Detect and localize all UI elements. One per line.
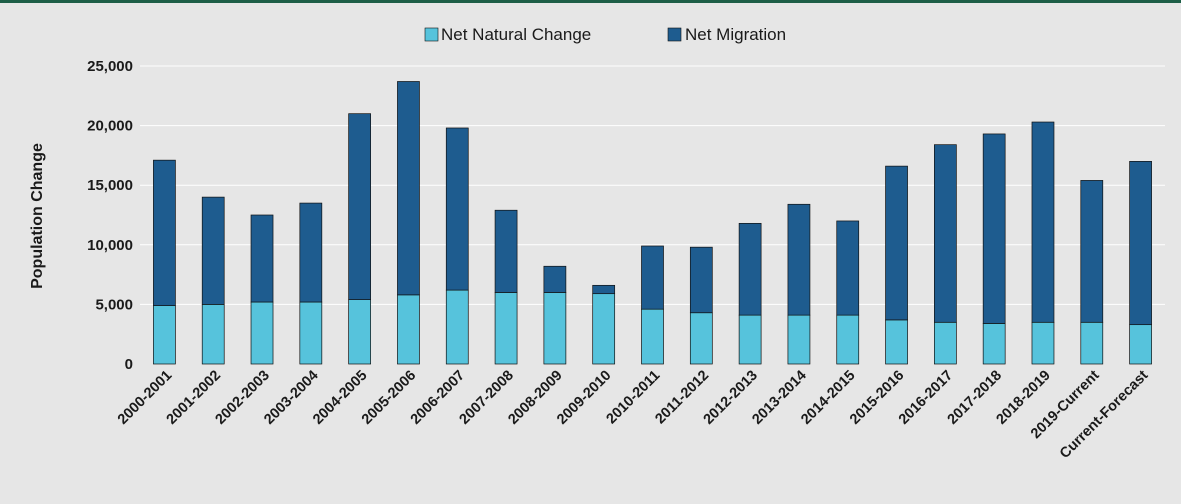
bar-net-migration: [982, 133, 1006, 324]
bar-natural-change: [836, 314, 860, 365]
bar-natural-change: [1031, 321, 1055, 365]
y-tick-label: 15,000: [87, 177, 133, 194]
y-tick-label: 20,000: [87, 118, 133, 135]
legend-label-natural: Net Natural Change: [441, 25, 591, 44]
bar-natural-change: [445, 289, 469, 365]
bar-natural-change: [1129, 324, 1152, 365]
bar-natural-change: [1080, 321, 1104, 365]
bar-net-migration: [885, 165, 908, 321]
top-rule: [0, 0, 1181, 3]
bars: [153, 81, 1152, 365]
bar-natural-change: [299, 301, 323, 365]
bar-natural-change: [348, 299, 371, 365]
bar-net-migration: [348, 113, 371, 300]
bar-natural-change: [397, 294, 420, 365]
bar-natural-change: [689, 312, 713, 365]
bar-net-migration: [494, 209, 518, 293]
bar-natural-change: [494, 292, 518, 365]
legend-swatch-migration: [667, 27, 682, 42]
bar-natural-change: [787, 314, 811, 365]
bar-natural-change: [201, 304, 225, 365]
bar-natural-change: [153, 305, 176, 365]
legend-swatch-natural: [424, 27, 439, 42]
y-axis-ticks: 0 5,000 10,000 15,000 20,000 25,000: [87, 58, 133, 373]
bar-net-migration: [397, 81, 420, 296]
legend-item-migration: Net Migration: [667, 25, 786, 44]
bar-net-migration: [1129, 161, 1152, 326]
bar-natural-change: [934, 321, 957, 365]
bar-natural-change: [885, 319, 908, 365]
bar-net-migration: [934, 144, 957, 323]
bar-net-migration: [738, 222, 762, 316]
bar-net-migration: [1031, 121, 1055, 323]
y-tick-label: 25,000: [87, 58, 133, 75]
bar-natural-change: [738, 314, 762, 365]
bar-natural-change: [543, 292, 567, 365]
bar-natural-change: [250, 301, 274, 365]
legend-label-migration: Net Migration: [685, 25, 786, 44]
bar-net-migration: [787, 203, 811, 316]
y-tick-label: 0: [125, 356, 133, 373]
bar-net-migration: [1080, 180, 1104, 323]
bar-net-migration: [592, 284, 616, 295]
bar-net-migration: [153, 159, 176, 306]
bar-net-migration: [543, 265, 567, 293]
bar-net-migration: [689, 246, 713, 314]
bar-net-migration: [836, 220, 860, 316]
y-axis-title: Population Change: [29, 143, 46, 289]
bar-natural-change: [641, 308, 664, 365]
legend: Net Natural Change Net Migration: [424, 25, 786, 44]
y-tick-label: 10,000: [87, 237, 133, 254]
bar-natural-change: [592, 293, 616, 365]
bar-net-migration: [250, 214, 274, 303]
bar-natural-change: [982, 323, 1006, 365]
legend-item-natural: Net Natural Change: [424, 25, 591, 44]
y-tick-label: 5,000: [95, 296, 133, 313]
bar-net-migration: [299, 202, 323, 303]
bar-net-migration: [201, 196, 225, 305]
bar-net-migration: [445, 127, 469, 291]
bar-net-migration: [641, 245, 664, 310]
